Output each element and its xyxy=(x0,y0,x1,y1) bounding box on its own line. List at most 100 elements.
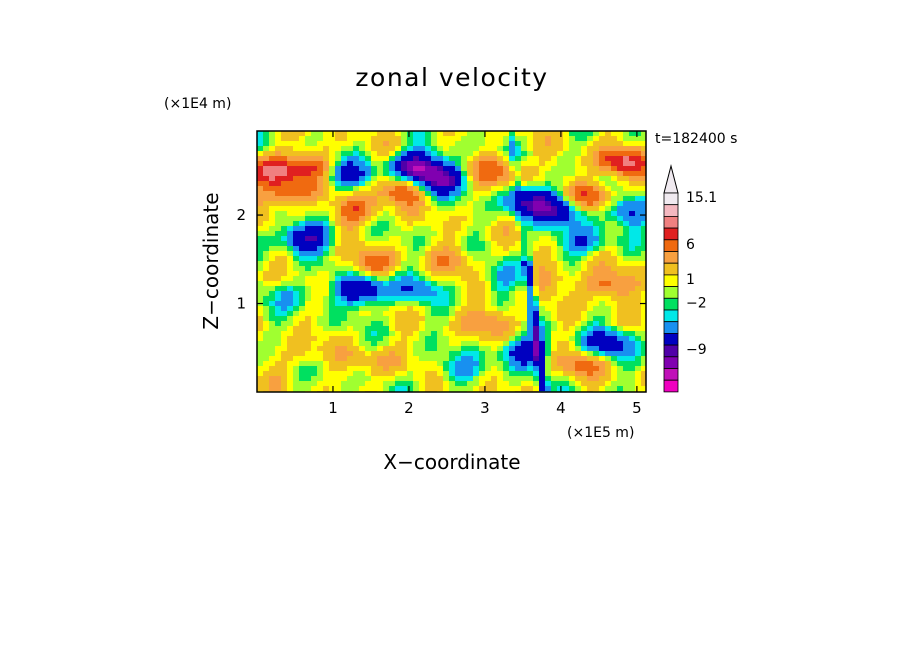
contour-cell xyxy=(545,381,552,387)
contour-cell xyxy=(641,196,646,202)
contour-cell xyxy=(299,351,306,357)
contour-cell xyxy=(545,156,552,162)
contour-cell xyxy=(305,336,312,342)
contour-cell xyxy=(389,246,396,252)
contour-cell xyxy=(317,371,324,377)
contour-cell xyxy=(635,376,642,382)
contour-cell xyxy=(611,141,618,147)
contour-cell xyxy=(467,371,474,377)
contour-cell xyxy=(389,271,396,277)
contour-cell xyxy=(545,201,552,207)
contour-cell xyxy=(365,201,372,207)
contour-cell xyxy=(497,306,504,312)
contour-cell xyxy=(599,326,606,332)
contour-cell xyxy=(563,236,570,242)
chart-title: zonal velocity xyxy=(355,63,548,92)
contour-cell xyxy=(449,341,456,347)
contour-cell xyxy=(293,376,300,382)
contour-cell xyxy=(275,286,282,292)
contour-cell xyxy=(491,206,498,212)
contour-cell xyxy=(593,271,600,277)
contour-cell xyxy=(305,156,312,162)
contour-cell xyxy=(299,336,306,342)
contour-cell xyxy=(263,266,270,272)
contour-cell xyxy=(617,191,624,197)
contour-cell xyxy=(431,171,438,177)
contour-cell xyxy=(599,171,606,177)
contour-cell xyxy=(431,361,438,367)
contour-cell xyxy=(413,376,420,382)
contour-cell xyxy=(599,241,606,247)
contour-cell xyxy=(263,131,270,137)
contour-cell xyxy=(431,176,438,182)
contour-cell xyxy=(455,191,462,197)
contour-cell xyxy=(623,216,630,222)
contour-cell xyxy=(299,316,306,322)
contour-cell xyxy=(521,366,528,372)
contour-cell xyxy=(467,231,474,237)
contour-cell xyxy=(557,141,564,147)
contour-cell xyxy=(599,236,606,242)
contour-cell xyxy=(497,276,504,282)
contour-cell xyxy=(533,241,540,247)
contour-cell xyxy=(617,331,624,337)
contour-cell xyxy=(581,341,588,347)
contour-cell xyxy=(569,156,576,162)
contour-cell xyxy=(515,366,522,372)
contour-cell xyxy=(299,346,306,352)
contour-cell xyxy=(539,156,546,162)
contour-cell xyxy=(443,211,450,217)
contour-cell xyxy=(395,241,402,247)
contour-cell xyxy=(287,201,294,207)
contour-cell xyxy=(263,341,270,347)
contour-cell xyxy=(575,146,582,152)
contour-cell xyxy=(299,136,306,142)
contour-cell xyxy=(563,196,570,202)
contour-cell xyxy=(431,236,438,242)
contour-cell xyxy=(353,181,360,187)
contour-cell xyxy=(569,326,576,332)
contour-cell xyxy=(539,341,546,347)
contour-cell xyxy=(461,346,468,352)
contour-cell xyxy=(539,336,546,342)
contour-cell xyxy=(569,161,576,167)
contour-cell xyxy=(353,351,360,357)
contour-cell xyxy=(383,256,390,262)
contour-cell xyxy=(377,251,384,257)
contour-cell xyxy=(329,336,336,342)
contour-cell xyxy=(383,311,390,317)
contour-cell xyxy=(569,221,576,227)
contour-cell xyxy=(329,276,336,282)
contour-cell xyxy=(269,151,276,157)
contour-cell xyxy=(557,136,564,142)
contour-cell xyxy=(641,216,646,222)
contour-cell xyxy=(557,151,564,157)
contour-cell xyxy=(371,161,378,167)
contour-cell xyxy=(497,191,504,197)
contour-cell xyxy=(377,146,384,152)
contour-cell xyxy=(257,351,264,357)
colorbar-bin xyxy=(663,356,679,369)
contour-cell xyxy=(275,166,282,172)
contour-cell xyxy=(341,276,348,282)
contour-cell xyxy=(473,241,480,247)
contour-cell xyxy=(635,221,642,227)
contour-cell xyxy=(485,376,492,382)
contour-cell xyxy=(335,331,342,337)
contour-cell xyxy=(473,191,480,197)
contour-cell xyxy=(281,386,288,392)
contour-cell xyxy=(581,386,588,392)
contour-cell xyxy=(485,266,492,272)
contour-cell xyxy=(311,271,318,277)
contour-cell xyxy=(437,236,444,242)
contour-cell xyxy=(371,326,378,332)
contour-cell xyxy=(563,166,570,172)
contour-cell xyxy=(305,196,312,202)
contour-cell xyxy=(353,316,360,322)
contour-cell xyxy=(467,316,474,322)
contour-cell xyxy=(527,311,534,317)
contour-cell xyxy=(455,171,462,177)
contour-cell xyxy=(557,321,564,327)
contour-cell xyxy=(311,226,318,232)
contour-cell xyxy=(353,191,360,197)
